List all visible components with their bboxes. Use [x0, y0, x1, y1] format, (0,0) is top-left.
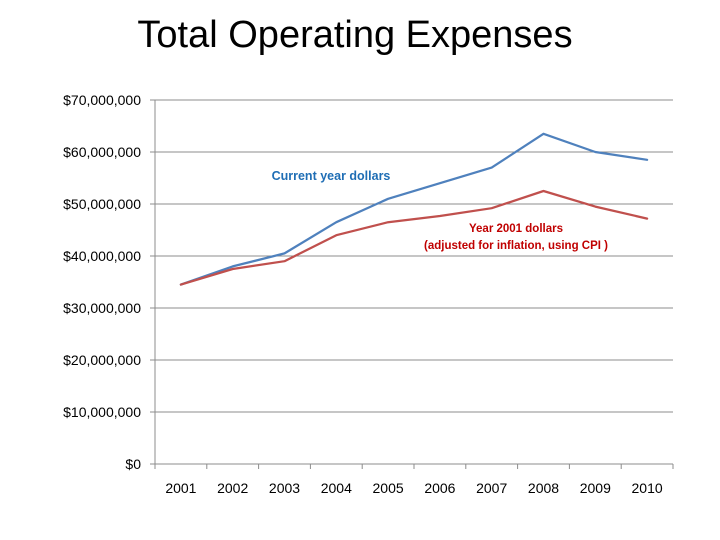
axes: [154, 100, 674, 469]
x-tick-label: 2001: [165, 480, 196, 496]
annotations: Current year dollars Year 2001 dollars (…: [272, 169, 609, 252]
x-tick-label: 2006: [424, 480, 455, 496]
y-tick-label: $10,000,000: [63, 404, 141, 420]
y-tick-label: $0: [125, 456, 141, 472]
x-tick-labels: 2001 2002 2003 2004 2005 2006 2007 2008 2009 2010: [165, 480, 663, 496]
series-line-1: [179, 189, 649, 286]
y-tick-label: $30,000,000: [63, 300, 141, 316]
x-tick-label: 2003: [269, 480, 300, 496]
y-tick-label: $40,000,000: [63, 248, 141, 264]
series-line-0: [179, 132, 649, 286]
x-tick-label: 2008: [528, 480, 559, 496]
y-tick-label: $20,000,000: [63, 352, 141, 368]
y-tick-label: $50,000,000: [63, 196, 141, 212]
x-tick-label: 2004: [321, 480, 352, 496]
annotation-current-year-dollars: Current year dollars: [272, 169, 391, 183]
annotation-year-2001-dollars: Year 2001 dollars: [469, 223, 563, 235]
x-tick-label: 2002: [217, 480, 248, 496]
x-tick-label: 2005: [373, 480, 404, 496]
annotation-adjusted-for-inflation: (adjusted for inflation, using CPI ): [424, 240, 608, 252]
chart-title: Total Operating Expenses: [137, 14, 573, 56]
y-tick-labels: $0 $10,000,000 $20,000,000 $30,000,000 $40,0…: [63, 92, 141, 472]
y-tick-label: $60,000,000: [63, 144, 141, 160]
x-tick-label: 2007: [476, 480, 507, 496]
y-tick-label: $70,000,000: [63, 92, 141, 108]
series-lines: [179, 132, 649, 286]
x-tick-label: 2010: [632, 480, 663, 496]
x-tick-label: 2009: [580, 480, 611, 496]
gridlines: [150, 99, 673, 465]
